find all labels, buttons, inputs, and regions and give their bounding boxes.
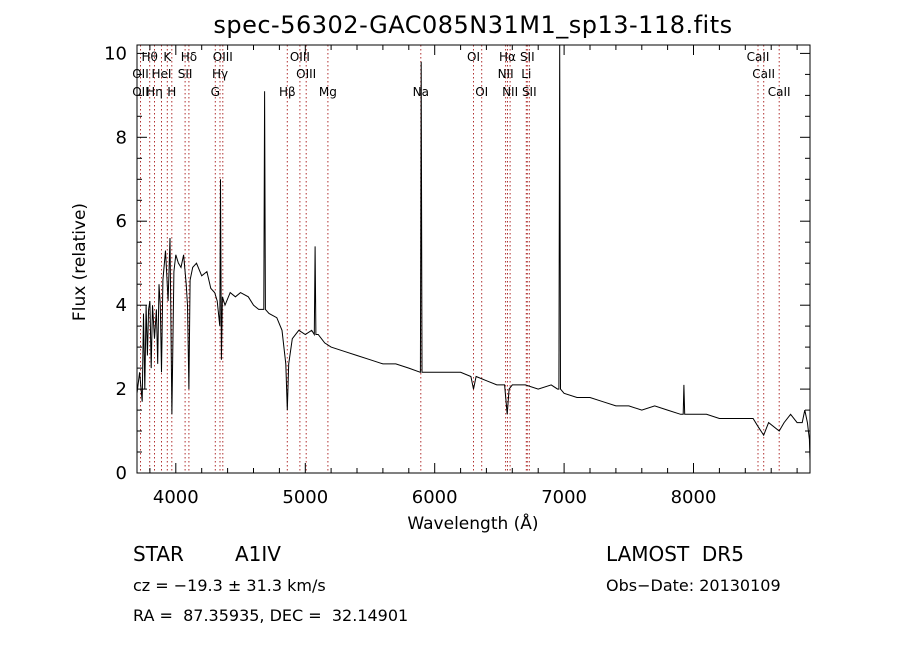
line-label-group: Hθ K Hδ OIII OIII OI Hα SII CaII OII HeI SII Hγ OIII N… [132,50,790,99]
spectrum-line [136,44,811,461]
x-axis-label: Wavelength (Å) [407,512,538,534]
x-tick-label: 5000 [282,487,328,508]
survey-name: LAMOST DR5 [606,542,744,566]
x-tick-label: 7000 [541,487,587,508]
line-label: Hη [146,85,163,99]
x-tick-label: 4000 [153,487,199,508]
line-label: Hβ [279,85,296,99]
line-label: Hδ [181,50,197,64]
observation-date: Obs−Date: 20130109 [606,576,781,595]
line-label: Li [521,67,531,81]
y-tick-label: 6 [116,211,127,232]
line-label: OIII [296,67,316,81]
line-label: H [167,85,176,99]
x-axis: 4000 5000 6000 7000 8000 [149,45,798,508]
line-label: OIII [213,50,233,64]
line-label: CaII [768,85,791,99]
line-label: OI [475,85,488,99]
line-label: Mg [319,85,337,99]
line-label: Hθ [142,50,158,64]
y-tick-label: 0 [116,463,127,484]
line-label: CaII [747,50,770,64]
y-axis: 0 2 4 6 8 10 [104,43,810,484]
y-axis-label: Flux (relative) [70,203,90,321]
line-label: NII [498,67,514,81]
line-label: NII [502,85,518,99]
x-tick-label: 6000 [412,487,458,508]
redshift-cz: cz = −19.3 ± 31.3 km/s [133,576,326,595]
line-label: SII [178,67,193,81]
line-label: CaII [752,67,775,81]
line-label: G [211,85,220,99]
y-tick-label: 4 [116,295,127,316]
line-label: SII [522,85,537,99]
line-label: OI [467,50,480,64]
line-label: Hα [499,50,516,64]
line-label: Hγ [212,67,228,81]
y-tick-label: 8 [116,127,127,148]
coordinates: RA = 87.35935, DEC = 32.14901 [133,606,408,625]
y-tick-label: 2 [116,379,127,400]
x-tick-label: 8000 [671,487,717,508]
y-tick-label: 10 [104,43,127,64]
line-label: OIII [290,50,310,64]
object-subclass: A1IV [235,542,281,566]
line-label: SII [520,50,535,64]
line-label: HeI [152,67,172,81]
plot-frame [136,44,811,474]
object-class: STAR [133,542,184,566]
line-label: K [163,50,172,64]
chart-title: spec-56302-GAC085N31M1_sp13-118.fits [213,11,732,39]
line-label: OII [132,85,149,99]
